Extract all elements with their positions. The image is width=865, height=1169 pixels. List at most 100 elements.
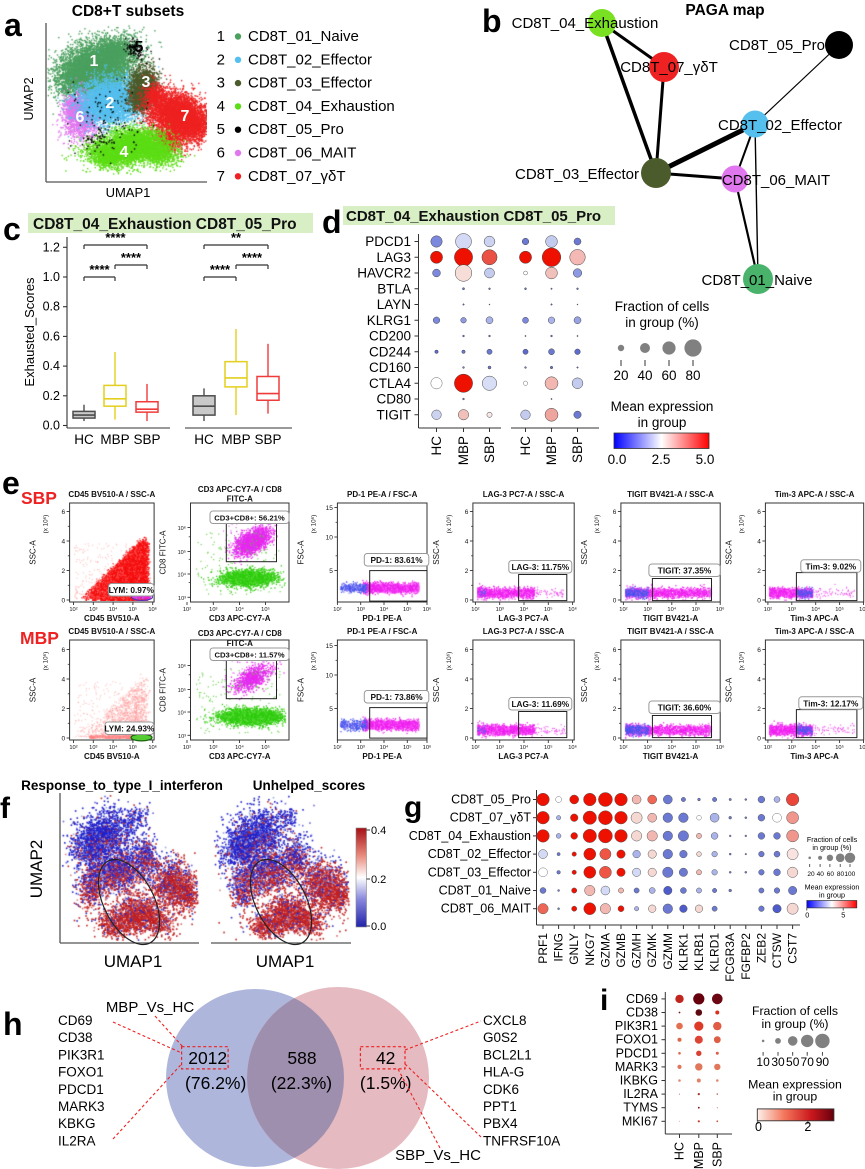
svg-text:0: 0 [805,911,809,920]
svg-text:PRF1: PRF1 [536,933,550,964]
svg-text:FOXO1: FOXO1 [616,1033,658,1047]
svg-text:0.0: 0.0 [43,419,60,433]
svg-text:CD8T_04_Exhaustion: CD8T_04_Exhaustion [512,15,659,32]
svg-text:IL2RA: IL2RA [58,1133,96,1148]
svg-text:b: b [482,3,502,39]
svg-text:4: 4 [61,677,65,684]
svg-text:10⁵: 10⁵ [692,606,701,613]
svg-text:2: 2 [757,568,761,575]
svg-text:**: ** [231,230,242,245]
svg-text:Unhelped_scores: Unhelped_scores [253,778,366,793]
svg-text:10⁵: 10⁵ [692,744,701,751]
svg-text:10³: 10³ [496,745,504,751]
svg-text:0: 0 [755,1120,762,1134]
svg-text:2012: 2012 [188,1048,227,1068]
svg-text:4: 4 [757,677,761,684]
svg-text:20: 20 [807,871,815,878]
svg-text:10⁵: 10⁵ [129,606,138,613]
svg-text:10³: 10³ [209,607,217,613]
svg-text:GZMH: GZMH [630,933,644,968]
svg-text:2: 2 [465,568,469,575]
svg-text:10⁶: 10⁶ [148,744,157,751]
svg-text:CD8T_07_γδT: CD8T_07_γδT [620,59,718,76]
svg-text:6: 6 [465,647,469,654]
svg-text:Tim-3 APC-A: Tim-3 APC-A [790,614,839,623]
svg-text:0: 0 [757,598,761,605]
svg-text:in group: in group [819,891,845,900]
svg-text:15: 15 [326,505,334,512]
svg-text:1.0: 1.0 [43,270,60,284]
svg-text:PDCD1: PDCD1 [616,1046,658,1060]
svg-text:10⁶: 10⁶ [423,606,432,613]
svg-text:(76.2%): (76.2%) [185,1073,246,1093]
svg-text:(x 10⁶): (x 10⁶) [594,652,601,671]
svg-text:CD69: CD69 [626,992,658,1006]
svg-text:IFNG: IFNG [552,933,566,962]
svg-text:(x 10⁶): (x 10⁶) [310,652,317,671]
svg-text:10⁶: 10⁶ [859,606,865,613]
svg-text:CD3 APC-CY7-A: CD3 APC-CY7-A [209,614,271,623]
svg-text:10⁴: 10⁴ [235,744,244,751]
svg-text:6: 6 [465,509,469,516]
svg-text:10⁵: 10⁵ [129,744,138,751]
svg-text:SSC-A: SSC-A [432,540,441,565]
svg-text:10²: 10² [183,607,191,613]
svg-text:PD-1: 73.86%: PD-1: 73.86% [370,692,423,702]
svg-text:10²: 10² [764,745,772,751]
svg-text:UMAP1: UMAP1 [104,952,163,971]
svg-text:10⁴: 10⁴ [380,744,389,751]
svg-text:4: 4 [465,539,469,546]
svg-text:(x 10⁶): (x 10⁶) [446,652,453,671]
svg-text:MBP: MBP [100,432,129,447]
svg-text:HC: HC [429,436,444,456]
svg-text:IL2RA: IL2RA [623,1087,658,1101]
svg-text:10⁴: 10⁴ [235,606,244,613]
svg-text:2: 2 [217,51,225,68]
svg-text:6: 6 [61,647,65,654]
svg-text:CD8T_06_MAIT: CD8T_06_MAIT [722,172,830,189]
svg-text:CD8T_05_Pro: CD8T_05_Pro [248,121,344,138]
svg-text:10⁵: 10⁵ [261,744,270,751]
svg-text:5: 5 [841,911,845,920]
svg-text:(22.3%): (22.3%) [271,1073,332,1093]
svg-text:Response_to_type_I_interferon: Response_to_type_I_interferon [21,778,223,793]
svg-text:MARK3: MARK3 [615,1060,658,1074]
svg-text:10³: 10³ [89,745,97,751]
svg-text:(x 10⁶): (x 10⁶) [738,652,745,671]
svg-text:6: 6 [217,145,225,162]
svg-text:CST7: CST7 [786,933,800,964]
svg-text:MBP: MBP [544,436,559,465]
svg-text:2: 2 [804,1120,811,1134]
svg-text:10⁵: 10⁵ [544,744,553,751]
svg-text:in group (%): in group (%) [762,1017,829,1031]
svg-text:Tim-3 APC-A / SSC-A: Tim-3 APC-A / SSC-A [775,490,855,499]
svg-text:60: 60 [661,368,676,383]
svg-text:TIGIT: TIGIT [377,407,412,422]
svg-text:g: g [404,791,422,824]
svg-text:GZMA: GZMA [598,933,612,968]
svg-text:7: 7 [181,108,190,125]
svg-text:UMAP2: UMAP2 [22,77,36,120]
svg-text:GZMB: GZMB [614,933,628,968]
svg-text:CD8 FITC-A: CD8 FITC-A [159,667,168,712]
svg-text:CD8T_02_Effector: CD8T_02_Effector [248,51,372,68]
svg-text:10⁶: 10⁶ [716,606,725,613]
svg-text:e: e [2,465,20,501]
svg-text:0.4: 0.4 [371,825,386,837]
svg-text:10²: 10² [764,607,772,613]
svg-text:2: 2 [613,568,617,575]
svg-text:10²: 10² [183,745,191,751]
svg-text:10: 10 [326,673,334,680]
svg-text:0: 0 [613,736,617,743]
svg-text:15: 15 [326,643,334,650]
svg-text:0: 0 [61,736,65,743]
svg-text:CD8T_05_Pro: CD8T_05_Pro [729,37,825,54]
svg-text:CD200: CD200 [369,329,411,344]
svg-text:****: **** [121,250,142,265]
svg-text:4: 4 [120,144,129,161]
svg-text:10⁴: 10⁴ [520,744,529,751]
svg-text:0: 0 [465,598,469,605]
svg-text:10³: 10³ [788,607,796,613]
svg-text:10⁴: 10⁴ [109,744,118,751]
svg-text:f: f [0,792,11,825]
